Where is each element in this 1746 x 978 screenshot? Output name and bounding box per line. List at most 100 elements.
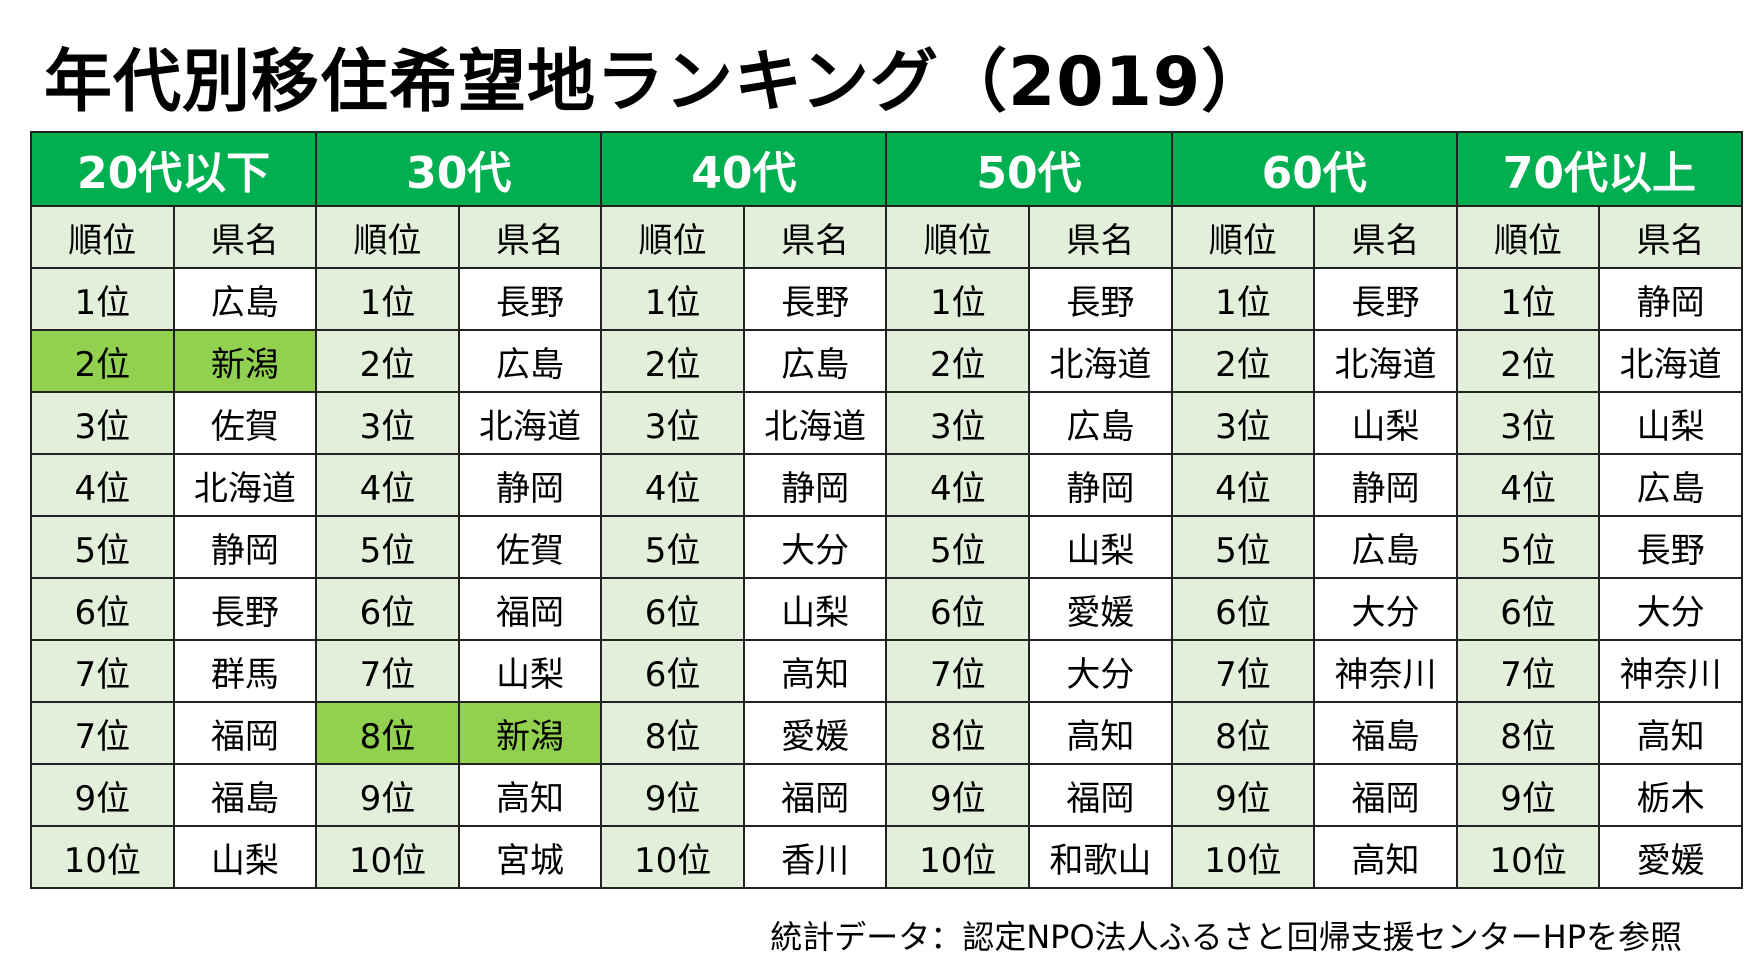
prefecture-column-header: 県名 <box>1313 205 1458 269</box>
rank-cell: 10位 <box>315 825 460 889</box>
rank-cell: 10位 <box>30 825 175 889</box>
rank-cell: 10位 <box>600 825 745 889</box>
prefecture-cell: 北海道 <box>457 391 603 455</box>
prefecture-cell: 山梨 <box>172 825 318 889</box>
prefecture-cell: 愛媛 <box>742 701 888 765</box>
rank-cell: 9位 <box>600 763 745 827</box>
prefecture-cell: 福岡 <box>1028 763 1173 827</box>
rank-column-header: 順位 <box>315 205 460 269</box>
rank-cell: 2位 <box>1170 329 1316 393</box>
rank-cell: 1位 <box>30 267 175 331</box>
rank-cell: 5位 <box>315 515 460 579</box>
table-row: 4位 北海道 4位 静岡 4位 静岡 4位 静岡 4位 静岡 4位 広島 <box>30 453 1743 517</box>
prefecture-cell: 大分 <box>1598 577 1743 641</box>
rank-column-header: 順位 <box>885 205 1031 269</box>
prefecture-cell: 和歌山 <box>1028 825 1173 889</box>
rank-cell: 2位 <box>30 329 175 393</box>
rank-cell: 3位 <box>1170 391 1316 455</box>
prefecture-cell: 北海道 <box>742 391 888 455</box>
rank-cell: 9位 <box>885 763 1031 827</box>
prefecture-cell: 静岡 <box>1313 453 1458 517</box>
rank-cell: 5位 <box>600 515 745 579</box>
prefecture-cell: 高知 <box>457 763 603 827</box>
prefecture-cell: 高知 <box>1313 825 1458 889</box>
prefecture-cell: 福岡 <box>742 763 888 827</box>
prefecture-cell: 高知 <box>1028 701 1173 765</box>
prefecture-cell: 神奈川 <box>1598 639 1743 703</box>
column-header-row: 順位 県名 順位 県名 順位 県名 順位 県名 順位 県名 順位 県名 <box>30 205 1743 269</box>
prefecture-cell: 福岡 <box>172 701 318 765</box>
age-group-header: 70代以上 <box>1455 131 1744 207</box>
prefecture-cell: 北海道 <box>1028 329 1173 393</box>
rank-cell: 5位 <box>885 515 1031 579</box>
table-row: 9位 福島 9位 高知 9位 福岡 9位 福岡 9位 福岡 9位 栃木 <box>30 763 1743 827</box>
table-row: 1位 広島 1位 長野 1位 長野 1位 長野 1位 長野 1位 静岡 <box>30 267 1743 331</box>
prefecture-cell: 香川 <box>742 825 888 889</box>
rank-cell: 3位 <box>30 391 175 455</box>
prefecture-cell: 山梨 <box>742 577 888 641</box>
rank-cell: 6位 <box>315 577 460 641</box>
prefecture-cell: 広島 <box>1313 515 1458 579</box>
rank-cell: 7位 <box>315 639 460 703</box>
prefecture-cell: 北海道 <box>1598 329 1743 393</box>
rank-cell: 6位 <box>1455 577 1601 641</box>
prefecture-cell: 北海道 <box>172 453 318 517</box>
table-row: 2位 新潟 2位 広島 2位 広島 2位 北海道 2位 北海道 2位 北海道 <box>30 329 1743 393</box>
rank-cell: 8位 <box>1455 701 1601 765</box>
rank-cell: 10位 <box>1170 825 1316 889</box>
prefecture-cell: 大分 <box>1028 639 1173 703</box>
prefecture-column-header: 県名 <box>742 205 888 269</box>
prefecture-cell: 広島 <box>172 267 318 331</box>
rank-cell: 7位 <box>30 639 175 703</box>
prefecture-cell: 静岡 <box>742 453 888 517</box>
rank-cell: 6位 <box>600 639 745 703</box>
rank-column-header: 順位 <box>1170 205 1316 269</box>
prefecture-cell: 北海道 <box>1313 329 1458 393</box>
rank-cell: 6位 <box>1170 577 1316 641</box>
age-group-header: 20代以下 <box>29 131 318 207</box>
prefecture-cell: 福岡 <box>1313 763 1458 827</box>
table-row: 3位 佐賀 3位 北海道 3位 北海道 3位 広島 3位 山梨 3位 山梨 <box>30 391 1743 455</box>
rank-column-header: 順位 <box>600 205 745 269</box>
rank-cell: 5位 <box>1170 515 1316 579</box>
prefecture-cell: 長野 <box>742 267 888 331</box>
prefecture-cell: 静岡 <box>1028 453 1173 517</box>
rank-cell: 3位 <box>885 391 1031 455</box>
rank-cell: 1位 <box>600 267 745 331</box>
rank-cell: 9位 <box>1170 763 1316 827</box>
rank-cell: 2位 <box>1455 329 1601 393</box>
rank-cell: 1位 <box>1455 267 1601 331</box>
prefecture-cell: 新潟 <box>172 329 318 393</box>
prefecture-cell: 大分 <box>1313 577 1458 641</box>
age-group-header-row: 20代以下 30代 40代 50代 60代 70代以上 <box>29 131 1744 207</box>
table-row: 7位 福岡 8位 新潟 8位 愛媛 8位 高知 8位 福島 8位 高知 <box>30 701 1743 765</box>
rank-cell: 8位 <box>600 701 745 765</box>
prefecture-cell: 静岡 <box>457 453 603 517</box>
prefecture-cell: 佐賀 <box>172 391 318 455</box>
prefecture-cell: 栃木 <box>1598 763 1743 827</box>
prefecture-cell: 福岡 <box>457 577 603 641</box>
prefecture-cell: 長野 <box>457 267 603 331</box>
prefecture-cell: 山梨 <box>457 639 603 703</box>
prefecture-cell: 大分 <box>742 515 888 579</box>
rank-cell: 7位 <box>30 701 175 765</box>
prefecture-cell: 広島 <box>1598 453 1743 517</box>
rank-cell: 9位 <box>30 763 175 827</box>
prefecture-column-header: 県名 <box>1028 205 1173 269</box>
rank-cell: 4位 <box>30 453 175 517</box>
rank-cell: 6位 <box>600 577 745 641</box>
rank-cell: 5位 <box>1455 515 1601 579</box>
rank-cell: 4位 <box>600 453 745 517</box>
prefecture-cell: 群馬 <box>172 639 318 703</box>
prefecture-cell: 福島 <box>172 763 318 827</box>
prefecture-cell: 愛媛 <box>1598 825 1743 889</box>
rank-cell: 10位 <box>885 825 1031 889</box>
ranking-table: 20代以下 30代 40代 50代 60代 70代以上 順位 県名 順位 県名 順位 県名 順位 県名順… <box>29 131 1744 889</box>
rank-cell: 3位 <box>600 391 745 455</box>
prefecture-cell: 愛媛 <box>1028 577 1173 641</box>
rank-cell: 8位 <box>1170 701 1316 765</box>
rank-cell: 4位 <box>1170 453 1316 517</box>
prefecture-cell: 神奈川 <box>1313 639 1458 703</box>
rank-cell: 9位 <box>1455 763 1601 827</box>
rank-cell: 6位 <box>885 577 1031 641</box>
